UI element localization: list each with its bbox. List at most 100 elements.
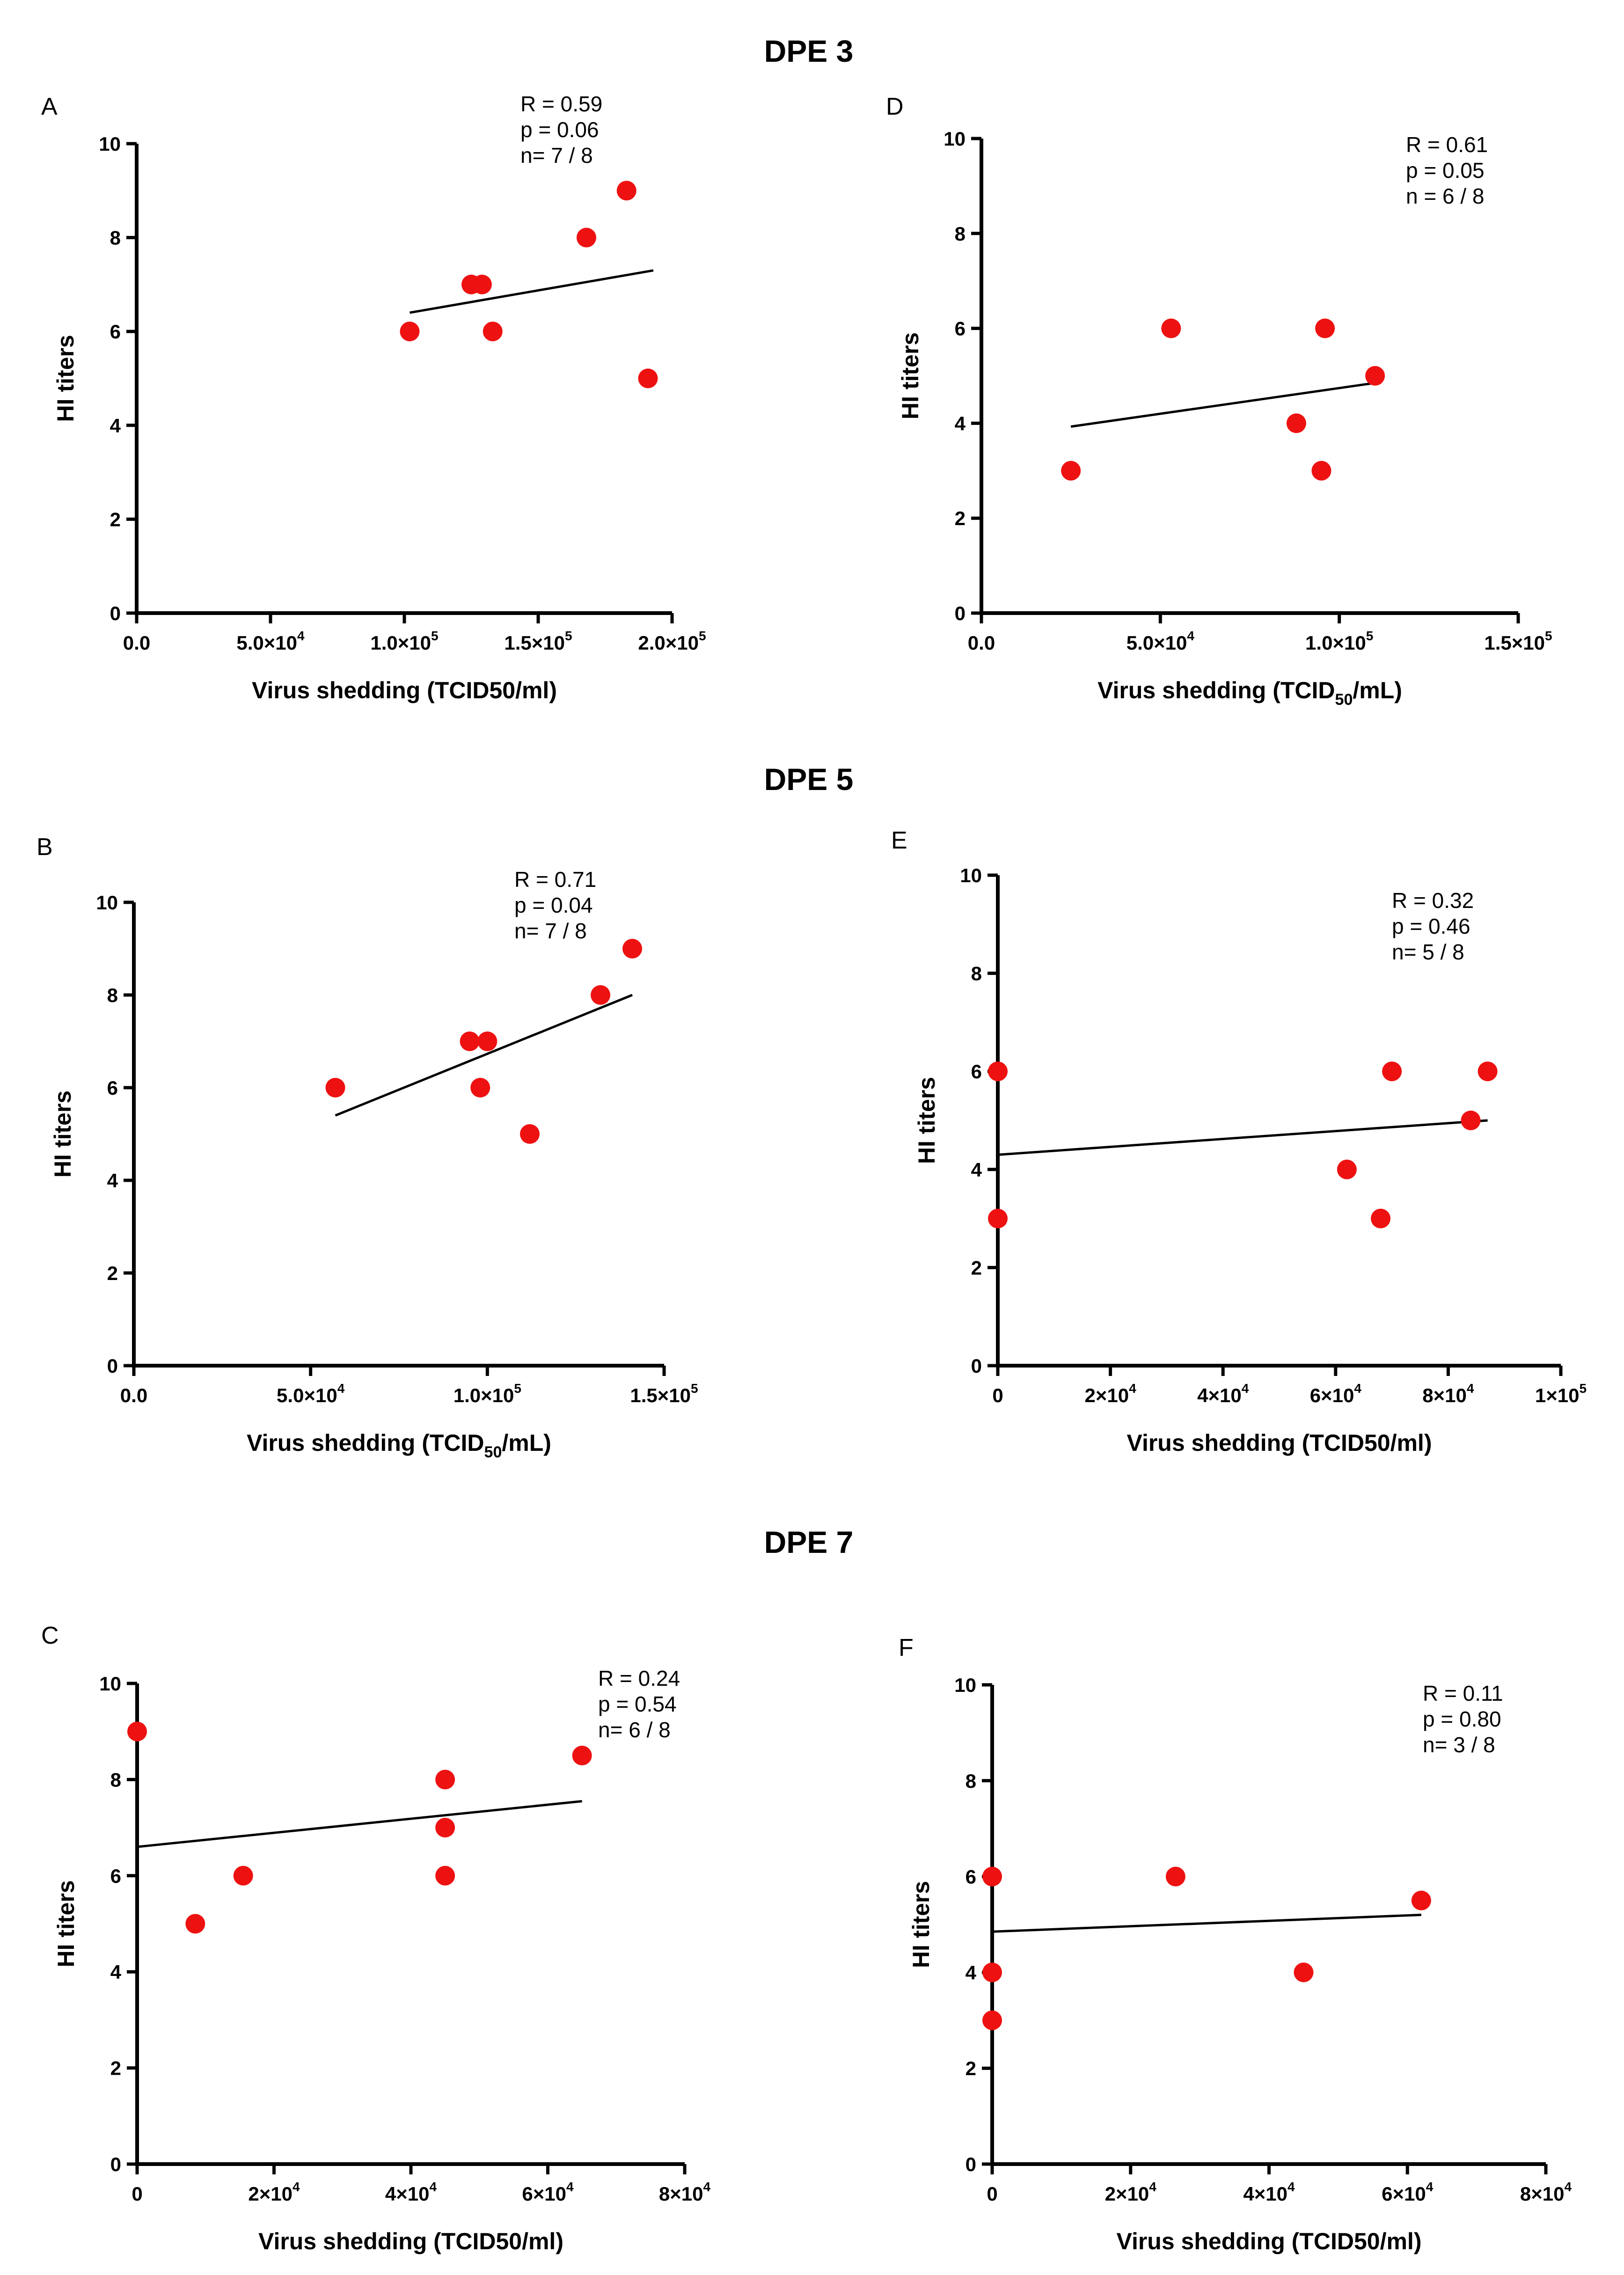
y-tick-label: 6 <box>971 1061 982 1083</box>
x-tick-label: 1.0×105 <box>1305 629 1373 654</box>
data-point <box>622 939 643 958</box>
scatter-panel-a: A 0 2 4 6 8 10 0.0 5.0×104 1.0×105 1.5×105 2.0×105 V… <box>41 92 706 703</box>
stat-annotation: R = 0.11 <box>1423 1681 1503 1705</box>
panel-letter: C <box>41 1622 59 1649</box>
x-axis-title: Virus shedding (TCID50/ml) <box>258 2228 563 2254</box>
x-tick-label: 1.0×105 <box>370 629 438 654</box>
x-tick-label: 0.0 <box>968 632 995 654</box>
y-tick-label: 8 <box>110 1769 121 1791</box>
data-point <box>576 227 596 248</box>
data-point <box>435 1865 455 1886</box>
y-tick-label: 2 <box>966 2057 976 2079</box>
data-point <box>1161 318 1181 338</box>
y-tick-label: 0 <box>971 1355 982 1377</box>
data-point <box>460 1031 480 1051</box>
y-tick-label: 4 <box>971 1159 982 1181</box>
stat-annotation: R = 0.61 <box>1406 132 1488 157</box>
x-tick-label: 0 <box>992 1384 1003 1406</box>
y-tick-label: 6 <box>966 1866 976 1888</box>
x-axis-title: Virus shedding (TCID50/ml) <box>1127 1430 1432 1456</box>
data-point <box>1382 1061 1402 1082</box>
y-tick-label: 4 <box>966 1961 977 1983</box>
x-tick-label: 2×104 <box>248 2180 300 2205</box>
regression-line <box>137 1800 582 1848</box>
data-point <box>1286 413 1306 433</box>
data-point <box>988 1208 1008 1229</box>
y-tick-label: 4 <box>110 415 121 437</box>
data-point <box>572 1746 592 1766</box>
data-point <box>1365 366 1385 386</box>
y-tick-label: 10 <box>960 864 982 886</box>
stat-annotation: p = 0.06 <box>520 117 599 142</box>
x-tick-label: 0.0 <box>120 1384 147 1406</box>
x-tick-label: 6×104 <box>1310 1381 1362 1406</box>
stat-annotation: n= 6 / 8 <box>598 1718 671 1742</box>
data-point <box>1294 1962 1314 1982</box>
data-point <box>519 1124 540 1144</box>
y-tick-label: 2 <box>110 2057 121 2079</box>
x-axis-title: Virus shedding (TCID50/mL) <box>247 1430 551 1461</box>
regression-line <box>1070 381 1375 428</box>
regression-line <box>992 1914 1421 1933</box>
y-axis-title: HI titers <box>52 335 79 422</box>
data-point <box>185 1914 205 1934</box>
stat-annotation: n= 7 / 8 <box>520 143 593 168</box>
y-axis-title: HI titers <box>908 1881 934 1968</box>
x-axis-title: Virus shedding (TCID50/ml) <box>252 677 557 703</box>
x-tick-label: 4×104 <box>1197 1381 1249 1406</box>
data-point <box>1061 461 1081 481</box>
data-point <box>1411 1890 1431 1910</box>
y-axis-title: HI titers <box>914 1077 940 1164</box>
panel-letter: E <box>891 827 907 854</box>
x-tick-label: 5.0×104 <box>1127 629 1195 654</box>
panel-letter: D <box>886 93 904 120</box>
data-point <box>233 1865 253 1886</box>
data-point <box>1311 461 1331 481</box>
stat-annotation: n= 3 / 8 <box>1423 1733 1495 1757</box>
x-tick-label: 2×104 <box>1105 2180 1157 2205</box>
y-tick-label: 2 <box>971 1257 982 1279</box>
y-tick-label: 4 <box>107 1170 118 1192</box>
section-title-dpe3: DPE 3 <box>764 34 854 68</box>
y-tick-label: 6 <box>110 1865 121 1887</box>
data-point <box>435 1770 455 1790</box>
x-tick-label: 1.5×105 <box>504 629 572 654</box>
y-axis-title: HI titers <box>53 1880 79 1967</box>
scatter-panel-d: D 0 2 4 6 8 10 0.0 5.0×104 1.0×105 1.5×105 Virus sh… <box>886 93 1552 709</box>
y-tick-label: 8 <box>107 984 118 1006</box>
x-tick-label: 6×104 <box>522 2180 574 2205</box>
x-tick-label: 0 <box>132 2183 142 2205</box>
y-tick-label: 8 <box>971 963 982 985</box>
y-tick-label: 4 <box>110 1961 122 1983</box>
x-tick-label: 8×104 <box>1422 1381 1474 1406</box>
y-tick-label: 10 <box>944 128 966 150</box>
y-tick-label: 0 <box>110 602 121 624</box>
y-tick-label: 10 <box>99 133 121 155</box>
stat-annotation: n= 7 / 8 <box>514 919 587 943</box>
x-axis-title: Virus shedding (TCID50/mL) <box>1097 677 1402 709</box>
regression-line <box>997 1119 1488 1156</box>
data-point <box>325 1078 345 1097</box>
y-tick-label: 10 <box>99 1673 121 1695</box>
y-tick-label: 10 <box>96 892 118 914</box>
panels: A 0 2 4 6 8 10 0.0 5.0×104 1.0×105 1.5×105 2.0×105 V… <box>37 92 1587 2254</box>
stat-annotation: R = 0.59 <box>520 92 602 116</box>
data-point <box>1315 318 1335 338</box>
panel-letter: F <box>899 1634 914 1661</box>
y-tick-label: 6 <box>110 321 121 343</box>
y-tick-label: 8 <box>955 223 966 245</box>
stat-annotation: n = 6 / 8 <box>1406 184 1485 208</box>
stat-annotation: R = 0.71 <box>514 867 596 892</box>
scatter-panel-f: F 0 2 4 6 8 10 0 2×104 4×104 6×104 8×104 Virus shedd… <box>899 1634 1572 2254</box>
data-point <box>982 1866 1002 1887</box>
scatter-panel-e: E 0 2 4 6 8 10 0 2×104 4×104 6×104 8×104 1×105 Virus … <box>891 827 1587 1456</box>
data-point <box>591 985 611 1005</box>
data-point <box>1337 1159 1357 1179</box>
data-point <box>1165 1866 1185 1887</box>
data-point <box>477 1031 497 1051</box>
data-point <box>982 1962 1002 1982</box>
stat-annotation: n= 5 / 8 <box>1392 940 1464 964</box>
x-tick-label: 1×105 <box>1535 1381 1587 1406</box>
x-axis-title: Virus shedding (TCID50/ml) <box>1117 2228 1422 2254</box>
